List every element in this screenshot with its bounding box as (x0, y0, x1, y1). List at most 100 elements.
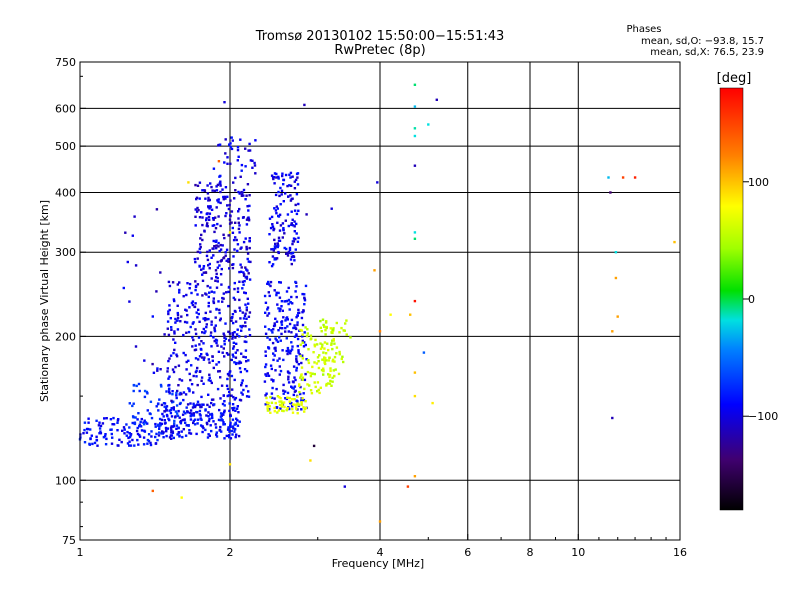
data-point (233, 423, 236, 426)
data-point (207, 295, 210, 299)
data-point (235, 433, 238, 436)
data-point (195, 311, 198, 314)
data-point (207, 379, 210, 382)
data-point (163, 410, 166, 413)
data-point (177, 384, 180, 387)
data-point (316, 381, 320, 384)
data-point (294, 280, 297, 284)
data-point (126, 442, 130, 445)
data-point (287, 224, 290, 228)
data-point (123, 428, 126, 431)
data-point (185, 406, 188, 409)
data-point (333, 360, 336, 363)
data-point (215, 189, 219, 192)
data-point (237, 217, 240, 220)
data-point (213, 328, 216, 331)
data-point (275, 172, 278, 176)
data-point (199, 246, 202, 249)
data-point (276, 395, 280, 398)
data-point (247, 272, 250, 275)
data-point (389, 313, 392, 316)
data-point (85, 431, 89, 434)
data-point (283, 300, 286, 303)
data-point (271, 386, 274, 390)
data-point (175, 404, 179, 407)
data-point (212, 218, 215, 221)
data-point (274, 401, 277, 405)
data-point (239, 324, 242, 328)
data-point (267, 346, 270, 349)
data-point (211, 189, 214, 192)
data-point (231, 139, 234, 142)
data-point (245, 194, 248, 197)
data-point (228, 390, 231, 394)
data-point (188, 306, 191, 309)
data-point (378, 330, 382, 333)
data-point (235, 361, 238, 365)
data-point (406, 485, 410, 488)
data-point (159, 424, 162, 427)
data-point (210, 323, 213, 326)
data-point (225, 248, 229, 251)
data-point (266, 409, 270, 412)
data-point (291, 242, 294, 246)
data-point (207, 358, 210, 361)
data-point (167, 377, 170, 380)
data-point (275, 176, 278, 179)
data-point (330, 331, 333, 334)
data-point (241, 379, 244, 382)
data-point (292, 240, 296, 243)
data-point (288, 184, 291, 187)
data-point (281, 349, 284, 352)
data-point (226, 372, 230, 376)
data-point (200, 356, 204, 359)
data-point (325, 384, 328, 387)
data-point (290, 318, 294, 322)
data-point (204, 330, 207, 333)
data-point (222, 198, 225, 201)
data-point (155, 290, 158, 293)
data-point (208, 434, 211, 437)
data-point (150, 435, 153, 438)
data-point (131, 415, 135, 418)
data-point (199, 243, 202, 246)
data-point (287, 330, 290, 333)
data-point (179, 422, 183, 425)
data-point (105, 437, 108, 441)
data-point (221, 296, 224, 300)
data-point (292, 365, 296, 368)
data-point (233, 378, 236, 382)
data-point (268, 338, 272, 341)
data-point (296, 321, 299, 324)
data-point (165, 405, 169, 408)
data-point (223, 355, 226, 358)
data-point (214, 269, 218, 272)
data-point (202, 403, 205, 406)
data-point (280, 400, 283, 403)
data-point (349, 336, 352, 339)
data-point (278, 373, 281, 376)
data-point (247, 302, 250, 305)
data-point (275, 293, 278, 297)
data-point (273, 245, 277, 248)
data-point (271, 255, 275, 258)
data-point (295, 333, 298, 336)
data-point (161, 412, 164, 416)
data-point (235, 417, 238, 420)
data-point (292, 393, 295, 397)
data-point (201, 216, 204, 219)
data-point (137, 382, 141, 386)
data-point (238, 224, 241, 227)
data-point (267, 291, 270, 294)
data-point (216, 387, 220, 391)
data-point (236, 424, 240, 427)
data-point (271, 223, 274, 226)
data-point (234, 396, 238, 400)
data-point (274, 193, 278, 197)
data-point (169, 408, 173, 412)
data-point (176, 304, 179, 307)
data-point (245, 340, 248, 344)
data-point (221, 244, 224, 247)
data-point (286, 325, 289, 328)
data-point (324, 352, 328, 355)
